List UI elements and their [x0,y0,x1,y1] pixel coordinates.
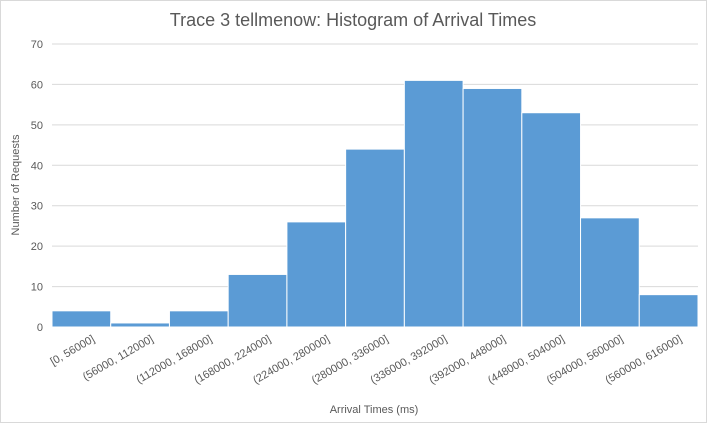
histogram-bar [521,112,582,328]
histogram-bar [580,217,640,328]
y-axis-ticks: 0 10 20 30 40 50 60 70 [31,39,43,334]
y-tick-label: 0 [37,322,43,334]
histogram-bar [110,322,170,328]
y-axis-title: Number of Requests [10,134,22,235]
y-tick-label: 10 [31,282,43,294]
histogram-bar [403,79,464,328]
histogram-bar [345,148,405,328]
x-axis-ticks: [0, 56000](56000, 112000](112000, 168000… [48,333,684,387]
bars [51,79,699,328]
histogram-bar [286,221,347,328]
histogram-bar [168,310,229,328]
y-tick-label: 50 [31,120,43,132]
chart-title: Trace 3 tellmenow: Histogram of Arrival … [170,10,536,30]
x-axis-title: Arrival Times (ms) [330,404,419,416]
histogram-bar [227,273,288,328]
y-tick-label: 70 [31,39,43,51]
histogram-bar [638,294,699,328]
histogram-bar [51,310,112,328]
y-tick-label: 30 [31,201,43,213]
x-tick-label: [0, 56000] [48,333,96,368]
y-tick-label: 60 [31,79,43,91]
y-tick-label: 20 [31,241,43,253]
histogram-bar [462,87,523,328]
y-tick-label: 40 [31,160,43,172]
